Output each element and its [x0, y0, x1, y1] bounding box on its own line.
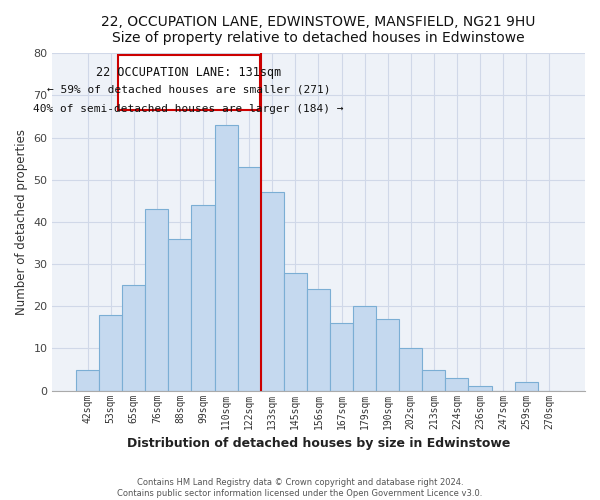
Bar [169, 239, 191, 390]
Bar [469, 386, 491, 390]
Bar [284, 272, 307, 390]
Text: ← 59% of detached houses are smaller (271): ← 59% of detached houses are smaller (27… [47, 85, 331, 95]
Text: Contains HM Land Registry data © Crown copyright and database right 2024.
Contai: Contains HM Land Registry data © Crown c… [118, 478, 482, 498]
Bar [238, 167, 261, 390]
Bar [307, 290, 330, 390]
Bar [122, 285, 145, 391]
Text: 40% of semi-detached houses are larger (184) →: 40% of semi-detached houses are larger (… [34, 104, 344, 114]
Bar [445, 378, 469, 390]
X-axis label: Distribution of detached houses by size in Edwinstowe: Distribution of detached houses by size … [127, 437, 510, 450]
Bar [261, 192, 284, 390]
Bar [330, 323, 353, 390]
Bar [145, 210, 169, 390]
Bar [422, 370, 445, 390]
Bar [515, 382, 538, 390]
Bar [353, 306, 376, 390]
Bar [399, 348, 422, 391]
Bar [191, 205, 215, 390]
FancyBboxPatch shape [118, 56, 260, 110]
Y-axis label: Number of detached properties: Number of detached properties [15, 129, 28, 315]
Text: 22 OCCUPATION LANE: 131sqm: 22 OCCUPATION LANE: 131sqm [96, 66, 281, 79]
Bar [76, 370, 99, 390]
Title: 22, OCCUPATION LANE, EDWINSTOWE, MANSFIELD, NG21 9HU
Size of property relative t: 22, OCCUPATION LANE, EDWINSTOWE, MANSFIE… [101, 15, 536, 45]
Bar [376, 319, 399, 390]
Bar [215, 125, 238, 390]
Bar [99, 314, 122, 390]
